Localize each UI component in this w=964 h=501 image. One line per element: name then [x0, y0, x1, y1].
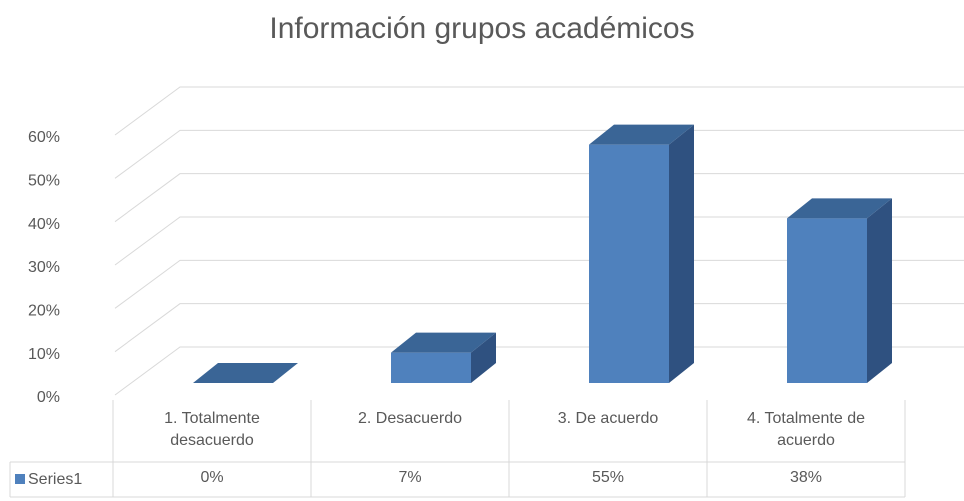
x-tick-label: 3. De acuerdo	[557, 410, 659, 427]
bar	[589, 144, 669, 383]
data-table-value: 7%	[398, 469, 422, 486]
bar-top	[391, 332, 496, 353]
bar-side	[669, 124, 694, 384]
x-tick-label: 2. Desacuerdo	[357, 410, 463, 427]
data-table-value: 38%	[789, 469, 823, 486]
grid-line	[114, 259, 964, 309]
legend-swatch	[15, 474, 25, 484]
grid-line	[114, 86, 964, 136]
x-tick-label: 1. Totalmente desacuerdo	[164, 410, 260, 449]
grid-line	[114, 129, 964, 179]
x-tick-label: 4. Totalmente de acuerdo	[746, 410, 865, 449]
bar-side	[867, 198, 892, 383]
y-tick-label: 40%	[28, 216, 60, 233]
bar-top	[787, 198, 892, 219]
grid-line	[114, 303, 964, 353]
y-tick-label: 20%	[28, 303, 60, 320]
y-tick-label: 50%	[28, 173, 60, 190]
y-tick-label: 10%	[28, 346, 60, 363]
y-tick-label: 30%	[28, 259, 60, 276]
grid-line	[114, 216, 964, 266]
bar	[391, 352, 471, 383]
legend-label: Series1	[28, 471, 82, 488]
y-tick-label: 60%	[28, 129, 60, 146]
grid-line	[114, 173, 964, 223]
chart-title: Información grupos académicos	[269, 12, 694, 45]
bar-side	[471, 332, 496, 383]
y-tick-label: 0%	[37, 389, 60, 406]
bar	[787, 218, 867, 383]
bar-top	[589, 124, 694, 145]
data-table-value: 55%	[591, 469, 625, 486]
data-table-value: 0%	[200, 469, 224, 486]
bar-top	[193, 363, 298, 383]
grid-line	[114, 346, 964, 396]
